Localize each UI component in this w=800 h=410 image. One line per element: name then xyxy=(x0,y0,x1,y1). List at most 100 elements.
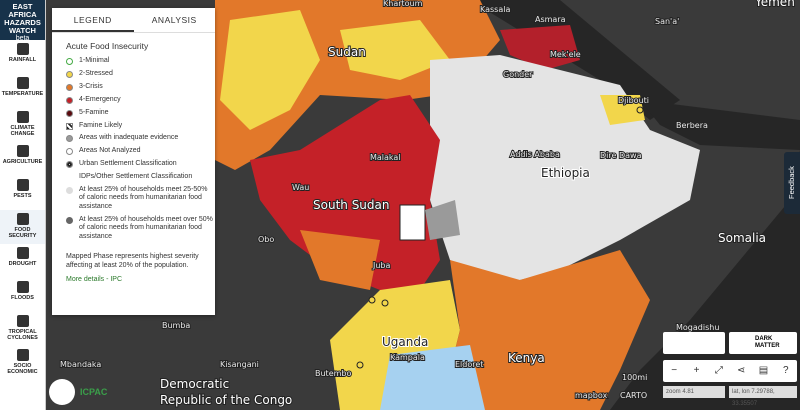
legend-item: Areas with inadequate evidence xyxy=(52,132,215,145)
legend-item: At least 25% of households meet 25-50% o… xyxy=(52,184,215,214)
place-label: Kassala xyxy=(480,5,510,14)
place-label: Kampala xyxy=(390,353,425,362)
sidebar: EAST AFRICA HAZARDS WATCH beta RAINFALL T… xyxy=(0,0,46,410)
nav-item[interactable]: FOOD SECURITY xyxy=(0,210,45,244)
legend-swatch xyxy=(66,174,73,182)
map-controls: − + ⤢ ⋖ ▤? xyxy=(663,360,797,382)
place-label: Somalia xyxy=(718,231,766,245)
coords-readout: lat, lon 7.29788, 33.35507 xyxy=(729,386,797,407)
share[interactable]: ⋖ xyxy=(736,365,746,376)
legend-item: Areas Not Analyzed xyxy=(52,145,215,158)
zoom-out[interactable]: − xyxy=(671,365,678,376)
place-label: Berbera xyxy=(676,121,708,130)
idp-marker xyxy=(381,299,389,307)
attribution: CARTO xyxy=(620,391,647,400)
nav-label: CLIMATE CHANGE xyxy=(10,125,35,137)
nav-icon xyxy=(16,315,29,327)
legend-label: Famine Likely xyxy=(79,121,123,129)
nav-label: PESTS xyxy=(13,193,32,199)
legend-swatch xyxy=(66,161,73,169)
legend-label: Areas Not Analyzed xyxy=(79,147,141,155)
nav-label: FOOD SECURITY xyxy=(8,227,37,239)
legend-swatch xyxy=(66,148,73,156)
logo-beta: beta xyxy=(15,35,30,42)
partner-label: ICPAC xyxy=(80,387,108,397)
legend-swatch xyxy=(66,58,73,66)
nav-item[interactable]: SOCIO ECONOMIC xyxy=(0,346,45,380)
place-label: Gonder xyxy=(503,70,533,79)
place-label: Mogadishu xyxy=(676,323,719,332)
basemap-button[interactable]: DARK MATTER xyxy=(729,332,797,354)
help[interactable]: ? xyxy=(783,365,789,376)
legend-swatch xyxy=(66,122,73,130)
place-label: Djibouti xyxy=(618,96,649,105)
legend-swatch xyxy=(66,96,73,104)
place-label: Ethiopia xyxy=(541,166,590,180)
legend-label: Areas with inadequate evidence xyxy=(79,134,179,142)
place-label: Juba xyxy=(372,261,391,270)
tab[interactable]: LEGEND xyxy=(52,8,134,32)
idp-marker xyxy=(368,296,376,304)
legend-swatch xyxy=(66,83,73,91)
nav-item[interactable]: DROUGHT xyxy=(0,244,45,278)
sudan-stressed-east xyxy=(340,20,450,80)
legend-item: 1-Minimal xyxy=(52,55,215,68)
feedback-button[interactable]: Feedback xyxy=(784,152,800,214)
icpac-logo xyxy=(49,379,75,405)
fullscreen[interactable]: ⤢ xyxy=(714,365,723,376)
tabs: LEGEND ANALYSIS xyxy=(52,8,215,33)
nav-item[interactable]: TEMPERATURE xyxy=(0,74,45,108)
legend-label: 2-Stressed xyxy=(79,70,113,78)
legend-label: 1-Minimal xyxy=(79,57,110,65)
logo-line: HAZARDS xyxy=(4,18,41,27)
attribution: mapbox xyxy=(575,391,608,400)
legend-label: Urban Settlement Classification xyxy=(79,160,177,168)
kenya-crisis xyxy=(440,250,650,410)
logo[interactable]: EAST AFRICA HAZARDS WATCH beta xyxy=(0,0,45,42)
place-label: Butembo xyxy=(315,369,351,378)
legend-swatch xyxy=(66,109,73,117)
legend-items: 1-Minimal 2-Stressed 3-Crisis 4-Emergency 5-… xyxy=(52,55,215,244)
nav-label: AGRICULTURE xyxy=(2,159,43,165)
gulf-of-aden xyxy=(640,100,800,150)
nav-item[interactable]: CLIMATE CHANGE xyxy=(0,108,45,142)
legend-note: Mapped Phase represents highest severity… xyxy=(66,252,199,269)
place-label: Asmara xyxy=(535,15,566,24)
place-label: Bumba xyxy=(162,321,190,330)
place-label: Eldoret xyxy=(455,360,483,369)
famine-likely xyxy=(399,204,426,241)
place-label: Mbandaka xyxy=(60,360,101,369)
place-label: Addis Ababa xyxy=(510,150,560,159)
legend-label: 3-Crisis xyxy=(79,82,103,90)
tab[interactable]: ANALYSIS xyxy=(151,15,197,25)
legend-item: 3-Crisis xyxy=(52,81,215,94)
legend-label: At least 25% of households meet 25-50% o… xyxy=(79,185,208,210)
logo-line: EAST xyxy=(12,2,33,11)
place-label: Uganda xyxy=(382,335,428,349)
locate-button[interactable] xyxy=(663,332,725,354)
scale-label: 100mi xyxy=(622,373,647,382)
nav-icon xyxy=(16,281,29,293)
place-label: Kenya xyxy=(508,351,545,365)
sudan-stressed xyxy=(220,10,320,130)
nav-item[interactable]: FLOODS xyxy=(0,278,45,312)
nav: RAINFALL TEMPERATURE CLIMATE CHANGE AGRICUL… xyxy=(0,40,45,380)
tigray-emergency xyxy=(500,25,580,70)
nav-item[interactable]: RAINFALL xyxy=(0,40,45,74)
idp-markers xyxy=(356,106,644,369)
legend-swatch xyxy=(66,71,73,79)
legend-link[interactable]: More details - IPC xyxy=(66,275,123,283)
place-label: San'a' xyxy=(655,17,679,26)
zoom-in[interactable]: + xyxy=(693,365,700,376)
legend-swatch xyxy=(66,216,73,224)
nav-item[interactable]: AGRICULTURE xyxy=(0,142,45,176)
nav-icon xyxy=(16,213,29,225)
place-label: Wau xyxy=(292,183,309,192)
print[interactable]: ▤ xyxy=(758,365,769,376)
nav-item[interactable]: PESTS xyxy=(0,176,45,210)
place-label: Kisangani xyxy=(220,360,259,369)
place-label: Yemen xyxy=(754,0,795,9)
legend-panel: LEGEND ANALYSIS Acute Food Insecurity 1-… xyxy=(52,8,215,315)
nav-item[interactable]: TROPICAL CYCLONES xyxy=(0,312,45,346)
